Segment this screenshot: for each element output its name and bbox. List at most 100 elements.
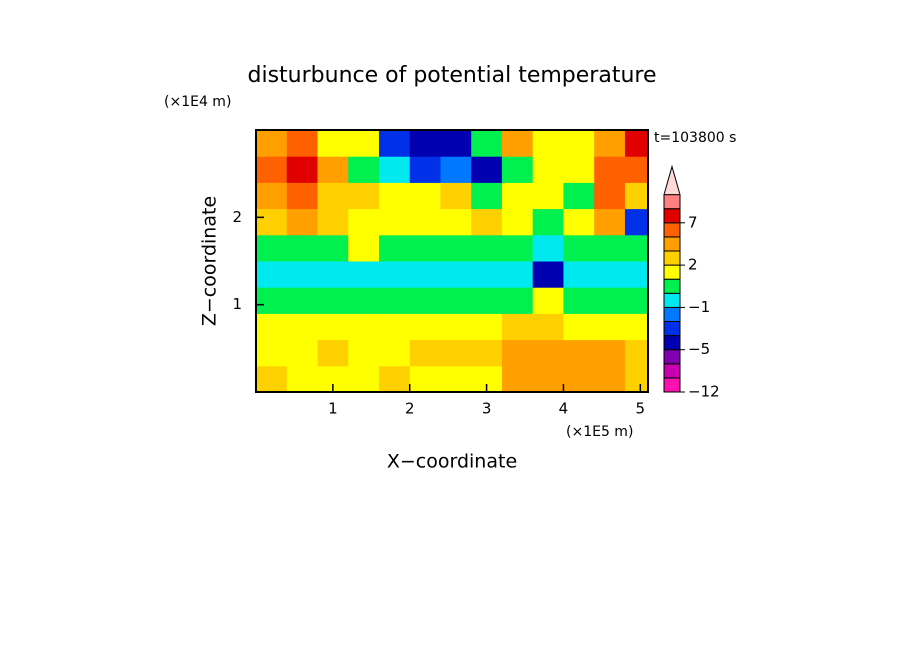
- contour-cell: [286, 156, 318, 183]
- contour-cell: [256, 287, 288, 314]
- colorbar-box: [663, 349, 681, 365]
- colorbar-box: [663, 208, 681, 224]
- contour-cell: [594, 234, 626, 262]
- contour-cell: [409, 365, 441, 393]
- contour-cell: [409, 313, 441, 341]
- contour-cell: [532, 365, 564, 393]
- x-tick-label: 1: [328, 400, 338, 418]
- contour-cell: [348, 182, 380, 210]
- contour-cell: [501, 261, 534, 288]
- contour-cell: [317, 313, 349, 341]
- contour-cell: [378, 313, 411, 341]
- contour-cell: [532, 234, 564, 262]
- contour-cell: [624, 182, 649, 210]
- contour-cell: [471, 182, 503, 210]
- x-axis-label: X−coordinate: [387, 451, 517, 473]
- contour-cell: [563, 182, 595, 210]
- contour-cell: [286, 234, 318, 262]
- contour-cell: [256, 313, 288, 341]
- contour-cell: [594, 130, 626, 157]
- x-unit: (×1E5 m): [566, 424, 633, 440]
- colorbar-label: −1: [688, 298, 710, 316]
- annotation: t=103800 s: [654, 130, 736, 146]
- contour-cell: [256, 130, 288, 157]
- contour-cell: [624, 234, 649, 262]
- contour-cell: [440, 234, 472, 262]
- contour-cell: [501, 182, 534, 210]
- contour-cell: [348, 208, 380, 236]
- contour-cell: [317, 234, 349, 262]
- contour-cell: [286, 182, 318, 210]
- colorbar-box: [663, 377, 681, 393]
- contour-cell: [624, 156, 649, 183]
- contour-cell: [286, 130, 318, 157]
- contour-cell: [348, 156, 380, 183]
- colorbar-box: [663, 321, 681, 337]
- contour-cell: [378, 208, 411, 236]
- contour-cell: [440, 339, 472, 367]
- contour-cell: [532, 261, 564, 288]
- contour-cell: [317, 156, 349, 183]
- contour-cell: [501, 130, 534, 157]
- contour-cell: [624, 365, 649, 393]
- contour-cell: [532, 156, 564, 183]
- contour-cell: [348, 313, 380, 341]
- contour-cell: [563, 208, 595, 236]
- contour-cell: [440, 182, 472, 210]
- contour-cell: [532, 130, 564, 157]
- contour-cell: [532, 287, 564, 314]
- contour-cell: [532, 313, 564, 341]
- contour-cell: [440, 208, 472, 236]
- contour-cell: [532, 208, 564, 236]
- contour-cell: [409, 182, 441, 210]
- contour-cell: [501, 339, 534, 367]
- contour-cell: [378, 365, 411, 393]
- plot-frame: [255, 129, 649, 393]
- contour-cell: [256, 182, 288, 210]
- contour-cell: [471, 208, 503, 236]
- colorbar-label: 7: [688, 213, 698, 231]
- contour-cell: [501, 208, 534, 236]
- contour-cell: [409, 261, 441, 288]
- contour-cell: [471, 261, 503, 288]
- contour-cell: [409, 156, 441, 183]
- colorbar-box: [663, 222, 681, 238]
- contour-cell: [501, 156, 534, 183]
- colorbar-label: 2: [688, 256, 698, 274]
- contour-cell: [594, 261, 626, 288]
- contour-cell: [348, 365, 380, 393]
- contour-cell: [317, 182, 349, 210]
- contour-cell: [256, 339, 288, 367]
- contour-cell: [317, 208, 349, 236]
- contour-cell: [624, 130, 649, 157]
- contour-field: [256, 130, 649, 393]
- colorbar-label: −5: [688, 340, 710, 358]
- contour-cell: [471, 313, 503, 341]
- contour-cell: [563, 287, 595, 314]
- contour-cell: [378, 287, 411, 314]
- contour-cell: [256, 261, 288, 288]
- contour-cell: [378, 339, 411, 367]
- colorbar-box: [663, 194, 681, 210]
- contour-cell: [594, 182, 626, 210]
- y-unit: (×1E4 m): [164, 94, 231, 110]
- contour-cell: [501, 234, 534, 262]
- contour-cell: [563, 339, 595, 367]
- contour-cell: [317, 130, 349, 157]
- contour-cell: [378, 261, 411, 288]
- contour-cell: [501, 365, 534, 393]
- axes: 1 2 3 4 5 1 2: [232, 129, 649, 418]
- contour-cell: [440, 365, 472, 393]
- contour-cell: [471, 234, 503, 262]
- contour-cell: [409, 339, 441, 367]
- contour-cell: [440, 261, 472, 288]
- contour-cell: [532, 339, 564, 367]
- contour-cell: [471, 339, 503, 367]
- y-tick-label: 2: [232, 208, 242, 226]
- contour-cell: [563, 313, 595, 341]
- contour-cell: [286, 287, 318, 314]
- contour-cell: [501, 287, 534, 314]
- contour-cell: [286, 365, 318, 393]
- y-tick-label: 1: [232, 295, 242, 313]
- contour-cell: [563, 234, 595, 262]
